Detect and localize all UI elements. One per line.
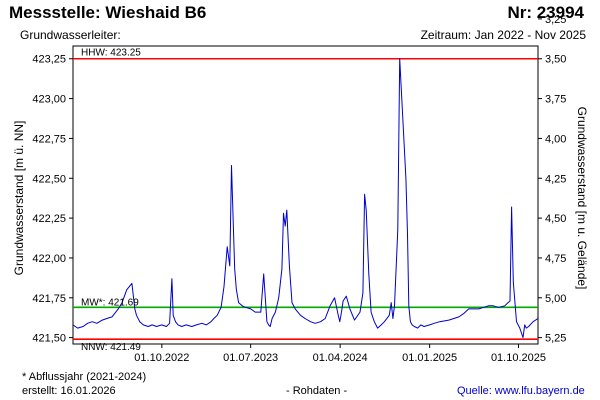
- y-tick-label-right: 3,75: [545, 94, 566, 106]
- y-axis-label-left: Grundwasserstand [m ü. NN]: [12, 121, 26, 276]
- y-tick-label-right: 3,50: [545, 54, 566, 66]
- plot-frame: [72, 45, 539, 345]
- y-tick-label-left: 422,50: [32, 173, 66, 185]
- y-tick-label-right: 4,50: [545, 213, 566, 225]
- y-tick-label-left: 421,75: [32, 293, 66, 305]
- x-tick-label: 01.07.2023: [223, 352, 278, 364]
- y-tick-label-right: 4,00: [545, 133, 566, 145]
- created-date: erstellt: 16.01.2026: [22, 385, 116, 397]
- y-tick-label-left: 423,00: [32, 94, 66, 106]
- rawdata-label: - Rohdaten -: [286, 385, 348, 397]
- footnote: * Abflussjahr (2021-2024): [22, 371, 147, 383]
- reference-label-nnw: NNW: 421.49: [81, 342, 141, 353]
- y-tick-label-right: 5,25: [545, 333, 566, 345]
- page-title: Messstelle: Wieshaid B6: [9, 3, 207, 22]
- reference-label-hhw: HHW: 423.25: [81, 48, 141, 59]
- period-label: Zeitraum: Jan 2022 - Nov 2025: [420, 28, 586, 42]
- x-tick-label: 01.10.2025: [491, 352, 546, 364]
- y-tick-label-right: 5,00: [545, 293, 566, 305]
- y-tick-label-left: 422,00: [32, 253, 66, 265]
- y-tick-label-right: 4,75: [545, 253, 566, 265]
- y-axis-label-right: Grundwasserstand [m u. Gelände]: [575, 107, 589, 290]
- y-tick-label-left: 421,50: [32, 333, 66, 345]
- y-tick-label-right: 4,25: [545, 173, 566, 185]
- y-tick-label-right: 3,25: [545, 14, 566, 26]
- aquifer-label: Grundwasserleiter:: [20, 28, 121, 42]
- x-tick-label: 01.04.2024: [313, 352, 368, 364]
- source-label: Quelle: www.lfu.bayern.de: [457, 385, 585, 397]
- x-tick-label: 01.01.2025: [402, 352, 457, 364]
- y-tick-label-left: 422,75: [32, 133, 66, 145]
- y-tick-label-left: 423,25: [32, 54, 66, 66]
- y-tick-label-left: 422,25: [32, 213, 66, 225]
- x-tick-label: 01.10.2022: [134, 352, 189, 364]
- reference-label-mw: MW*: 421.69: [81, 297, 139, 308]
- series-line-0: [72, 58, 539, 339]
- source-prefix: Quelle:: [457, 385, 495, 397]
- source-link[interactable]: www.lfu.bayern.de: [494, 385, 585, 397]
- station-number: Nr: 23994: [507, 3, 584, 22]
